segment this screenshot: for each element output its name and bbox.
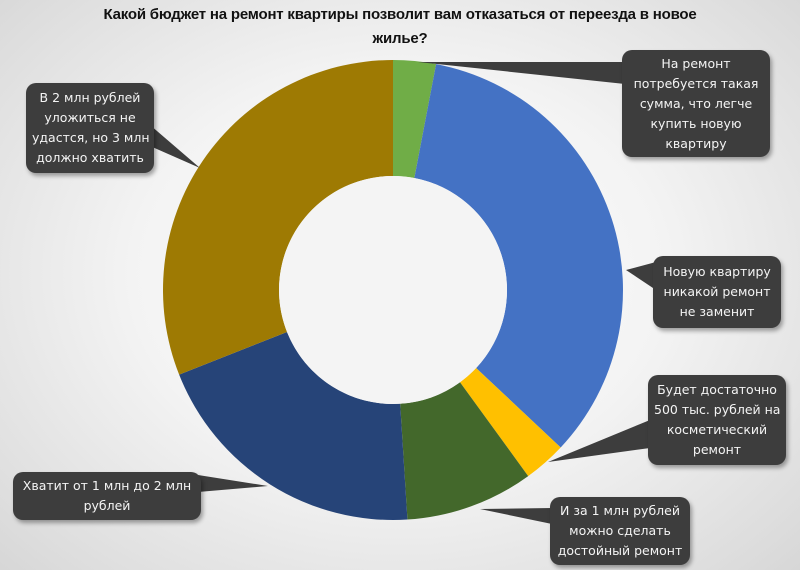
- callout-line: В 2 млн рублей: [39, 90, 141, 105]
- callout-line: 500 тыс. рублей на: [654, 402, 781, 417]
- pointer-bottom-right: [480, 508, 552, 524]
- donut-slice: [400, 382, 529, 520]
- callout-line: никакой ремонт: [663, 284, 771, 299]
- pointer-right: [626, 262, 656, 290]
- callout-line: Хватит от 1 млн до 2 млн: [22, 478, 192, 493]
- callout-line: уложиться не: [44, 110, 136, 125]
- pointer-top-left: [150, 125, 200, 168]
- callout-top-left: В 2 млн рублей уложиться не удастся, но …: [26, 83, 154, 173]
- callout-lower-right: Будет достаточно 500 тыс. рублей на косм…: [648, 375, 786, 465]
- donut-hole: [279, 176, 507, 404]
- callout-bottom-right: И за 1 млн рублей можно сделать достойны…: [550, 497, 690, 565]
- callout-line: Новую квартиру: [663, 264, 771, 279]
- callout-bottom-left: Хватит от 1 млн до 2 млн рублей: [13, 472, 201, 520]
- callout-line: рублей: [83, 498, 131, 513]
- pointer-top-right: [418, 62, 625, 84]
- callout-line: удастся, но 3 млн: [32, 130, 150, 145]
- callout-line: На ремонт: [661, 55, 731, 71]
- donut-slice: [460, 368, 561, 477]
- callout-line: купить новую: [650, 115, 742, 131]
- callout-pointers: [150, 62, 656, 524]
- callout-line: потребуется такая: [633, 75, 759, 91]
- callout-line: можно сделать: [569, 523, 671, 538]
- callout-line: не заменит: [679, 304, 755, 319]
- callout-line: И за 1 млн рублей: [560, 503, 680, 518]
- donut-slices: [163, 60, 623, 520]
- pointer-bottom-left: [198, 475, 268, 492]
- callout-line: ремонт: [692, 442, 742, 457]
- donut-slice: [179, 331, 408, 520]
- callout-line: косметический: [666, 422, 768, 437]
- callout-line: квартиру: [665, 135, 727, 151]
- donut-slice: [393, 60, 437, 179]
- pointer-lower-right: [548, 420, 650, 462]
- callout-line: должно хватить: [36, 150, 144, 165]
- callout-line: сумма, что легче: [639, 95, 753, 111]
- chart-title: Какой бюджет на ремонт квартиры позволит…: [100, 3, 700, 51]
- donut-slice: [414, 64, 623, 448]
- donut-slice: [163, 60, 393, 375]
- chart-title-line-2: жилье?: [372, 30, 428, 47]
- callout-line: достойный ремонт: [557, 543, 683, 558]
- callout-top-right: На ремонт потребуется такая сумма, что л…: [622, 50, 770, 157]
- chart-title-line-1: Какой бюджет на ремонт квартиры позволит…: [103, 6, 697, 23]
- callout-right: Новую квартиру никакой ремонт не заменит: [653, 256, 781, 328]
- callout-line: Будет достаточно: [657, 382, 777, 397]
